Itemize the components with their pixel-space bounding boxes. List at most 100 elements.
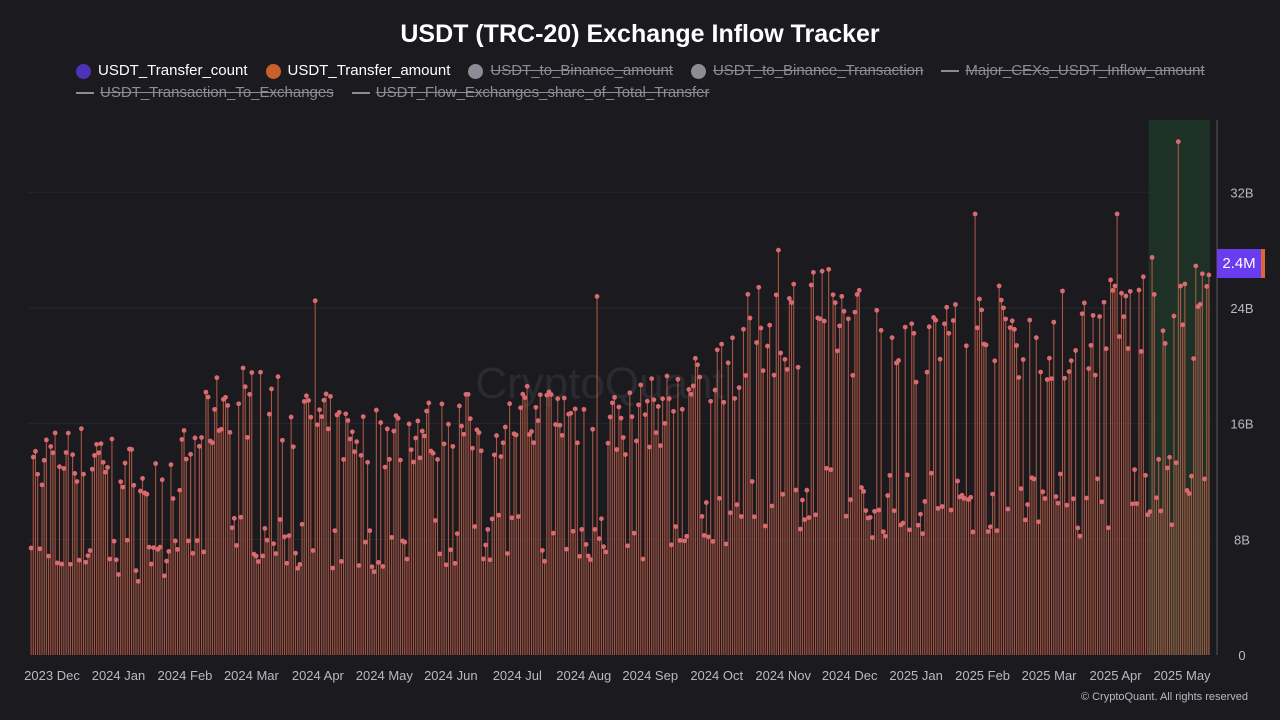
point xyxy=(765,343,770,349)
point xyxy=(120,484,126,490)
point xyxy=(435,457,440,462)
point xyxy=(640,556,646,562)
point xyxy=(902,324,908,330)
legend-item-transfer-count[interactable]: USDT_Transfer_count xyxy=(76,60,248,82)
point xyxy=(588,557,593,563)
point xyxy=(832,300,838,306)
point xyxy=(730,335,735,341)
point xyxy=(830,292,836,298)
point xyxy=(1189,473,1194,479)
point xyxy=(144,491,150,497)
point xyxy=(227,429,233,435)
legend-item-major-cex-inflow[interactable]: Major_CEXs_USDT_Inflow_amount xyxy=(941,60,1205,82)
point xyxy=(1079,311,1085,317)
point xyxy=(824,465,829,471)
point xyxy=(900,520,906,526)
point xyxy=(63,450,69,455)
point xyxy=(240,365,246,371)
point xyxy=(710,538,716,544)
point xyxy=(271,541,277,547)
point xyxy=(570,528,576,534)
point xyxy=(968,494,974,500)
point xyxy=(1108,277,1113,283)
point xyxy=(749,479,755,484)
point xyxy=(50,450,56,456)
point xyxy=(192,435,198,441)
point xyxy=(924,369,930,375)
point xyxy=(341,457,346,462)
point xyxy=(856,287,862,293)
point xyxy=(852,309,858,315)
point xyxy=(78,426,84,432)
x-tick-label: 2024 Apr xyxy=(292,668,345,683)
point xyxy=(417,455,423,461)
point xyxy=(253,553,259,559)
point xyxy=(1134,501,1140,507)
point xyxy=(605,440,611,446)
point xyxy=(668,542,674,548)
legend-item-transfer-amount[interactable]: USDT_Transfer_amount xyxy=(265,60,450,82)
legend-item-transaction-to-exchanges[interactable]: USDT_Transaction_To_Exchanges xyxy=(76,82,334,104)
point xyxy=(756,284,762,290)
point xyxy=(662,420,668,426)
point xyxy=(345,418,351,423)
legend-item-flow-share[interactable]: USDT_Flow_Exchanges_share_of_Total_Trans… xyxy=(351,82,710,104)
point xyxy=(529,429,534,434)
legend-item-binance-transaction[interactable]: USDT_to_Binance_Transaction xyxy=(690,60,923,82)
point xyxy=(391,428,397,434)
point xyxy=(89,466,95,472)
point xyxy=(505,551,510,556)
point xyxy=(1180,322,1186,328)
point xyxy=(419,428,425,434)
point xyxy=(68,561,73,567)
legend-line-icon xyxy=(76,92,94,94)
point xyxy=(577,553,582,559)
point xyxy=(926,324,932,330)
bars xyxy=(30,141,1210,655)
point xyxy=(1007,325,1013,331)
point xyxy=(594,294,600,299)
point xyxy=(810,269,816,275)
point xyxy=(1114,211,1120,217)
point xyxy=(1158,508,1164,514)
point xyxy=(290,444,296,450)
point xyxy=(706,534,711,540)
point xyxy=(762,523,768,529)
legend-line-icon xyxy=(941,70,960,72)
point xyxy=(614,447,620,452)
point xyxy=(769,503,775,509)
point xyxy=(365,459,371,465)
legend-item-binance-amount[interactable]: USDT_to_Binance_amount xyxy=(468,60,673,82)
point xyxy=(1121,314,1127,320)
point xyxy=(568,410,574,416)
point xyxy=(990,491,995,497)
point xyxy=(692,355,698,361)
point xyxy=(1003,316,1009,322)
point xyxy=(113,557,119,563)
point xyxy=(1068,358,1074,364)
point xyxy=(1116,334,1122,339)
point xyxy=(1092,372,1098,378)
legend-row-1: USDT_Transfer_count USDT_Transfer_amount… xyxy=(76,60,1236,82)
point xyxy=(43,437,49,443)
point xyxy=(802,517,808,523)
point xyxy=(133,568,139,574)
point xyxy=(1110,288,1116,293)
point xyxy=(500,440,506,446)
point xyxy=(408,447,414,453)
x-tick-label: 2025 May xyxy=(1153,668,1211,683)
point xyxy=(800,497,805,503)
point xyxy=(422,433,427,439)
point xyxy=(690,383,696,389)
point xyxy=(686,387,692,392)
point xyxy=(1125,346,1131,351)
point xyxy=(955,478,961,484)
point xyxy=(819,268,825,274)
point xyxy=(1156,456,1162,462)
point xyxy=(548,392,554,397)
x-tick-label: 2024 Feb xyxy=(157,668,212,683)
x-tick-label: 2024 Mar xyxy=(224,668,280,683)
point xyxy=(203,389,209,395)
point xyxy=(1101,299,1107,305)
